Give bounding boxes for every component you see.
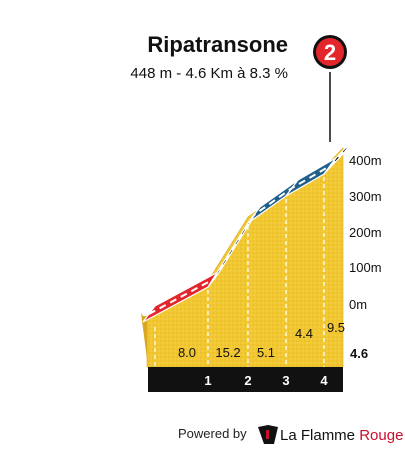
altitude-tick-label-200m: 200m [349,225,382,240]
altitude-tick-label-100m: 100m [349,260,382,275]
gradient-label-5: 9.5 [327,320,345,335]
climb-subtitle: 448 m - 4.6 Km à 8.3 % [130,65,288,82]
brand-name: La Flamme Rouge [280,427,403,444]
altitude-tick-label-0m: 0m [349,297,367,312]
km-end-label: 4.6 [350,346,368,361]
km-tick-label-2: 2 [244,373,251,388]
altitude-tick-label-400m: 400m [349,153,382,168]
gradient-label-1: 8.0 [178,345,196,360]
powered-by-text: Powered by [178,426,247,441]
km-tick-label-1: 1 [204,373,211,388]
brand-name-part2: Rouge [359,427,403,444]
gradient-label-2: 15.2 [215,345,240,360]
km-tick-label-4: 4 [320,373,328,388]
altitude-tick-label-300m: 300m [349,189,382,204]
climb-title: Ripatransone [147,32,288,57]
gradient-label-4: 4.4 [295,326,313,341]
km-tick-label-3: 3 [282,373,289,388]
la-flamme-rouge-logo [258,425,278,444]
road-center-line [148,145,350,315]
profile-base-band [148,367,343,392]
kom-badge-number: 2 [324,40,336,65]
profile-area [146,147,344,368]
gradient-label-3: 5.1 [257,345,275,360]
brand-name-part1: La Flamme [280,427,355,444]
kom-badge: 2 [313,35,347,69]
